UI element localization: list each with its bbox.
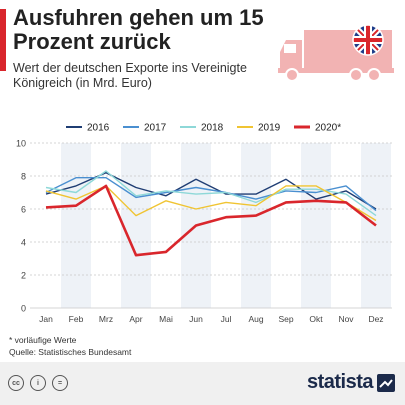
x-tick-label: Nov: [338, 314, 354, 324]
y-tick-label: 10: [16, 139, 26, 149]
y-tick-label: 0: [21, 304, 26, 314]
series-line-2020: [45, 184, 377, 257]
footer-bar: cc i = statista: [0, 362, 405, 405]
x-tick-label: Mrz: [99, 314, 113, 324]
x-tick-label: Aug: [248, 314, 263, 324]
column-band: [301, 143, 331, 308]
y-tick-label: 2: [21, 271, 26, 281]
x-tick-label: Apr: [129, 314, 142, 324]
license-icons: cc i =: [8, 375, 68, 391]
y-tick-label: 4: [21, 238, 26, 248]
column-band: [121, 143, 151, 308]
brand-name[interactable]: statista: [306, 371, 374, 393]
x-tick-label: Feb: [69, 314, 84, 324]
cc-nd-icon[interactable]: =: [52, 375, 68, 391]
source-note: Quelle: Statistisches Bundesamt: [9, 347, 132, 357]
legend-label-2016: 2016: [87, 123, 110, 134]
legend-label-2020: 2020*: [315, 123, 341, 134]
x-tick-label: Okt: [309, 314, 323, 324]
statista-logo-icon[interactable]: [377, 374, 395, 392]
chart-title: Ausfuhren gehen um 15 Prozent zurück: [13, 5, 264, 54]
line-chart: 0 2 4 6 8 10 Jan Feb Mrz Apr Mai Jun Jul Aug Sep Okt Nov…: [16, 123, 392, 324]
cc-by-icon[interactable]: i: [30, 375, 46, 391]
x-tick-label: Sep: [278, 314, 293, 324]
cc-license-icon[interactable]: cc: [8, 375, 24, 391]
x-tick-label: Mai: [159, 314, 173, 324]
column-band: [241, 143, 271, 308]
truck-icon: [278, 24, 394, 82]
uk-flag-icon: [352, 24, 384, 56]
y-tick-label: 6: [21, 205, 26, 215]
legend-label-2018: 2018: [201, 123, 224, 134]
footnote: * vorläufige Werte: [9, 335, 77, 345]
title-accent-bar: [0, 9, 6, 71]
series-line-2018: [45, 170, 377, 217]
y-tick-label: 8: [21, 172, 26, 182]
column-band: [61, 143, 91, 308]
legend-label-2019: 2019: [258, 123, 281, 134]
x-tick-label: Jun: [189, 314, 203, 324]
series-line-2017: [45, 177, 377, 212]
x-tick-label: Dez: [368, 314, 383, 324]
legend-label-2017: 2017: [144, 123, 167, 134]
x-tick-label: Jul: [221, 314, 232, 324]
chart-subtitle: Wert der deutschen Exporte ins Vereinigt…: [13, 61, 247, 90]
x-tick-label: Jan: [39, 314, 53, 324]
